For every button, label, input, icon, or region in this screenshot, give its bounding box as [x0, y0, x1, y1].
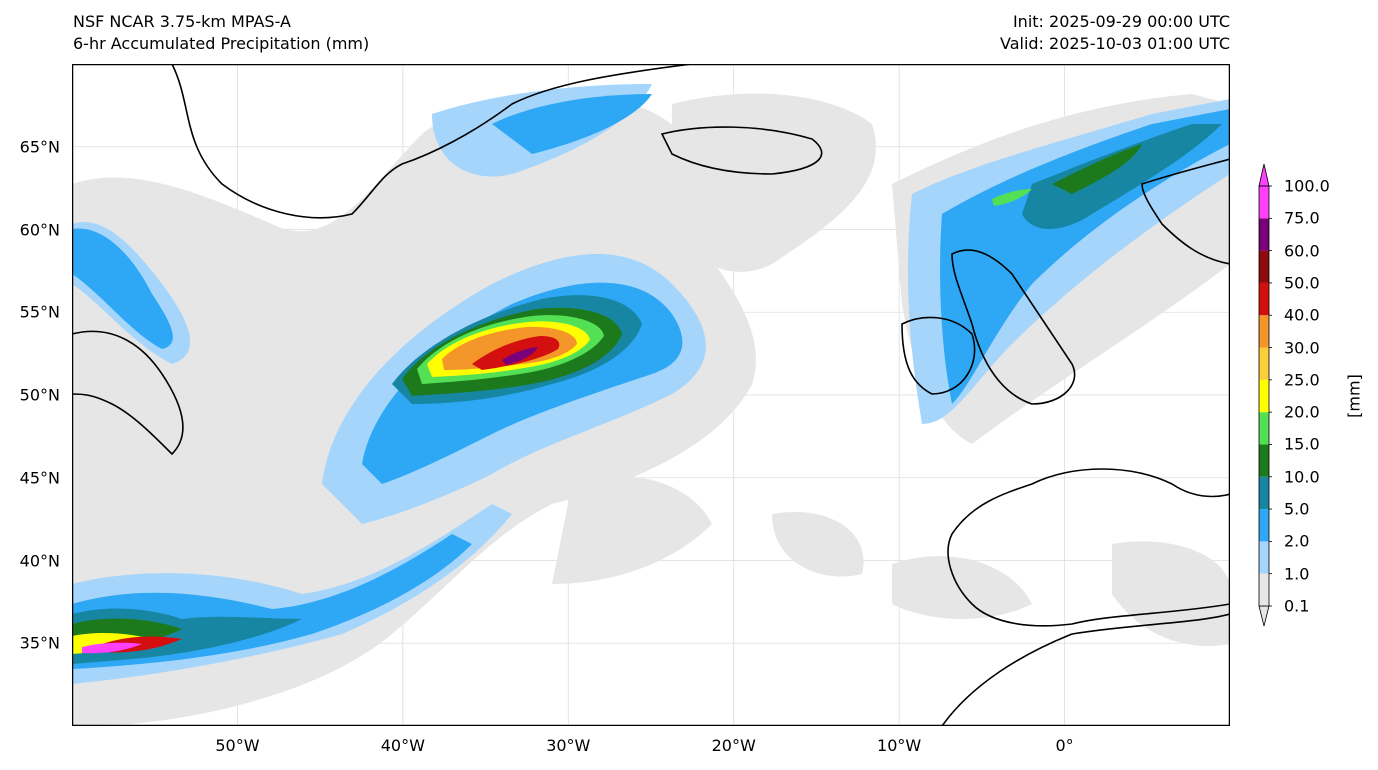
lat-tick-label: 55°N	[19, 302, 60, 322]
iceland-coast	[660, 126, 823, 175]
colorbar-bin	[1259, 347, 1269, 380]
colorbar-level-label: 2.0	[1284, 531, 1310, 551]
valid-time: Valid: 2025-10-03 01:00 UTC	[999, 34, 1230, 53]
colorbar-bin	[1259, 250, 1269, 283]
precipitation-field	[72, 84, 1230, 726]
colorbar-unit: [mm]	[1344, 374, 1364, 418]
iberia-france-coast	[947, 468, 1230, 627]
precip-extreme	[82, 347, 538, 654]
lon-tick-label: 40°W	[380, 736, 425, 755]
map-canvas[interactable]	[72, 64, 1230, 726]
colorbar-bin	[1259, 186, 1269, 219]
colorbar-bin	[1259, 379, 1269, 413]
ireland-coast	[901, 316, 976, 395]
title-left: NSF NCAR 3.75-km MPAS-A 6-hr Accumulated…	[73, 11, 369, 55]
colorbar-level-label: 100.0	[1284, 176, 1330, 196]
colorbar-level-label: 5.0	[1284, 499, 1310, 519]
lon-tick-label: 0°	[1055, 736, 1074, 755]
colorbar-level-label: 1.0	[1284, 564, 1310, 584]
colorbar-extend-max	[1258, 163, 1270, 187]
colorbar-level-label: 20.0	[1284, 402, 1320, 422]
colorbar-bin	[1259, 444, 1269, 477]
lat-tick-label: 60°N	[19, 220, 60, 239]
lat-tick-label: 50°N	[19, 385, 60, 405]
colorbar-bin	[1259, 476, 1269, 510]
colorbar	[1258, 163, 1272, 627]
greenland-coast	[171, 64, 693, 219]
lon-tick-label: 20°W	[711, 736, 756, 755]
colorbar-extend-min	[1258, 605, 1270, 627]
colorbar-bin	[1259, 573, 1269, 606]
britain-coast	[951, 249, 1076, 405]
lon-tick-label: 10°W	[877, 736, 922, 755]
colorbar-bin	[1259, 509, 1269, 542]
map-panel[interactable]	[72, 64, 1230, 726]
init-time: Init: 2025-09-29 00:00 UTC	[1012, 12, 1230, 31]
scandinavia-coast	[1141, 158, 1230, 265]
colorbar-level-label: 10.0	[1284, 467, 1320, 487]
colorbar-level-label: 30.0	[1284, 338, 1320, 358]
coastlines	[72, 64, 1230, 726]
lat-tick-label: 65°N	[19, 137, 60, 157]
colorbar-level-label: 40.0	[1284, 305, 1320, 325]
colorbar-bin	[1259, 541, 1269, 574]
north-africa-coast	[941, 613, 1230, 726]
lon-tick-label: 50°W	[215, 736, 260, 755]
lon-tick-label: 30°W	[546, 736, 591, 755]
colorbar-bin	[1259, 282, 1269, 316]
colorbar-bin	[1259, 315, 1269, 348]
lat-tick-label: 45°N	[19, 468, 60, 488]
colorbar-level-label: 50.0	[1284, 273, 1320, 293]
field-name: 6-hr Accumulated Precipitation (mm)	[73, 34, 370, 53]
colorbar-level-label: 15.0	[1284, 434, 1320, 454]
lat-tick-label: 40°N	[19, 551, 60, 570]
colorbar-level-label: 75.0	[1284, 208, 1320, 228]
title-right: Init: 2025-09-29 00:00 UTC Valid: 2025-1…	[1000, 11, 1230, 55]
lat-tick-label: 35°N	[19, 633, 60, 653]
colorbar-level-label: 60.0	[1284, 241, 1320, 261]
colorbar-bin	[1259, 218, 1269, 251]
model-name: NSF NCAR 3.75-km MPAS-A	[73, 12, 291, 31]
colorbar-outline	[1258, 185, 1270, 607]
colorbar-bin	[1259, 412, 1269, 445]
map-border	[72, 64, 1230, 726]
newfoundland-coast	[72, 330, 184, 456]
colorbar-level-label: 25.0	[1284, 370, 1320, 390]
colorbar-level-label: 0.1	[1284, 596, 1310, 616]
